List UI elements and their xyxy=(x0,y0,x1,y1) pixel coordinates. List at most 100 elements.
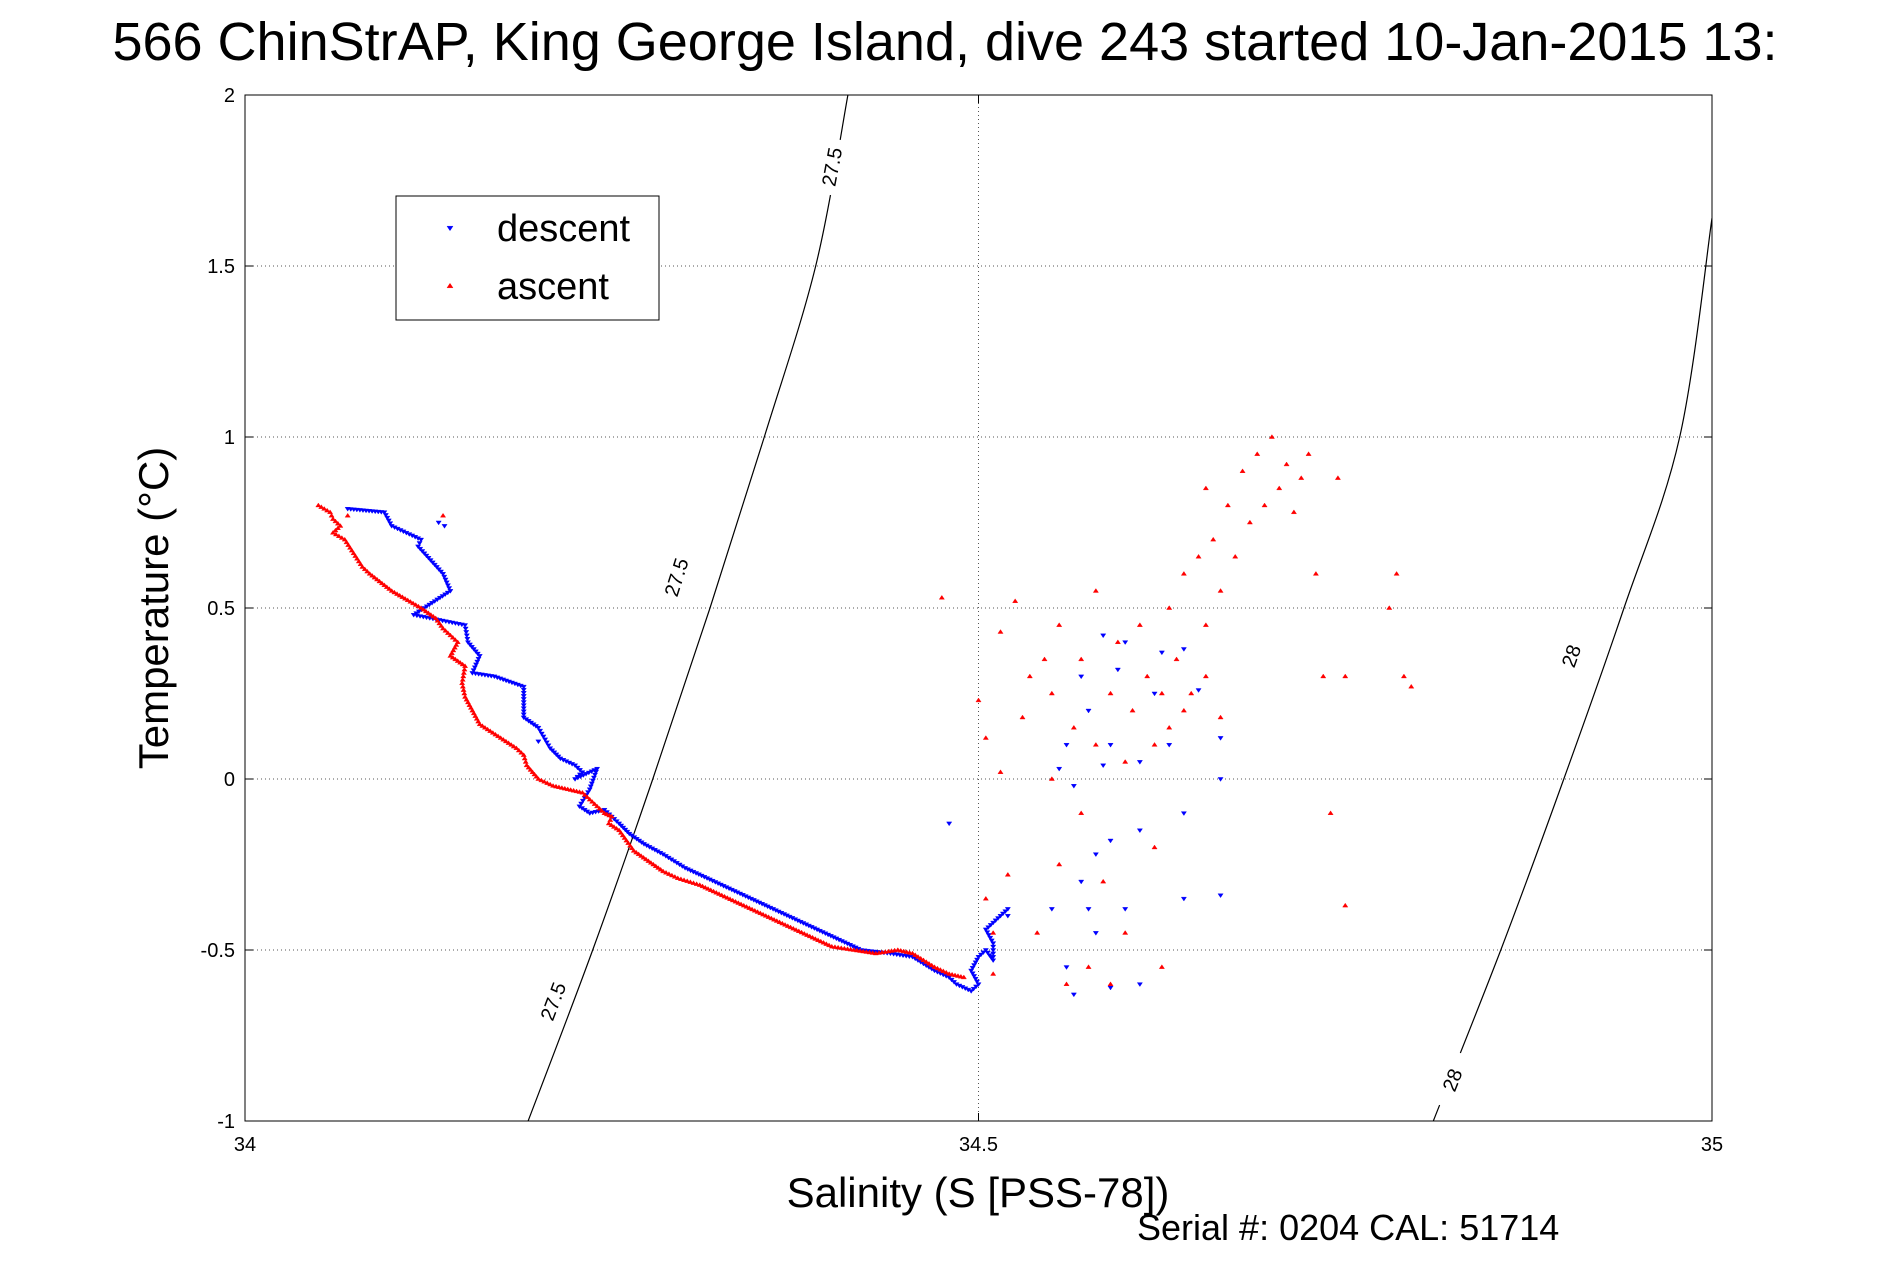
legend-marker-ascent xyxy=(446,282,454,288)
ascent-point xyxy=(934,965,941,971)
descent-point xyxy=(572,763,579,769)
ascent-point xyxy=(937,967,944,972)
ascent-point xyxy=(1217,714,1224,720)
ascent-point xyxy=(1136,622,1143,627)
descent-point xyxy=(576,768,583,773)
ascent-point xyxy=(442,628,449,633)
ascent-point xyxy=(647,860,654,865)
descent-point xyxy=(946,975,953,981)
ascent-point xyxy=(1129,707,1136,713)
ascent-point xyxy=(345,542,352,547)
y-tick-label: 2 xyxy=(224,85,235,107)
ascent-point xyxy=(508,742,515,747)
ascent-point xyxy=(729,897,736,903)
ascent-point xyxy=(798,929,805,935)
ascent-point xyxy=(628,845,635,851)
descent-point xyxy=(572,777,579,782)
ascent-point xyxy=(909,950,916,956)
chart-title: 566 ChinStrAP, King George Island, dive … xyxy=(112,12,1777,72)
ascent-point xyxy=(754,909,761,914)
ascent-point xyxy=(782,922,789,927)
descent-point xyxy=(1070,784,1077,789)
ascent-point xyxy=(364,568,371,574)
ascent-point xyxy=(1232,553,1239,559)
legend-label-descent: descent xyxy=(497,208,631,250)
ascent-point xyxy=(315,502,322,508)
descent-point xyxy=(475,656,482,662)
ascent-point xyxy=(1144,673,1151,679)
descent-point xyxy=(1217,777,1224,782)
tick-labels: 34 34.5 35 -1 -0.5 0 0.5 1 1.5 2 xyxy=(201,85,1724,1156)
ascent-point xyxy=(677,876,684,881)
descent-point xyxy=(535,739,542,745)
ascent-point xyxy=(815,937,822,942)
ascent-point xyxy=(591,801,598,806)
ascent-point xyxy=(826,942,833,948)
ascent-point xyxy=(449,654,456,660)
ascent-point xyxy=(594,803,601,809)
ascent-point xyxy=(1312,571,1319,576)
ascent-point xyxy=(668,872,675,878)
ascent-point xyxy=(645,858,652,863)
ascent-point xyxy=(341,536,348,542)
ascent-point xyxy=(344,512,351,518)
ascent-point xyxy=(608,813,615,819)
series-ascent xyxy=(315,434,1415,986)
ascent-point xyxy=(535,776,542,781)
ascent-point xyxy=(418,605,425,610)
ascent-point xyxy=(1327,810,1334,815)
ascent-point xyxy=(1078,810,1085,815)
descent-point xyxy=(578,801,585,807)
ascent-point xyxy=(812,936,819,941)
ascent-point xyxy=(773,918,780,923)
descent-point xyxy=(1195,688,1202,693)
descent-point xyxy=(520,694,527,699)
ascent-point xyxy=(354,556,361,561)
descent-point xyxy=(415,544,422,550)
ascent-point xyxy=(422,608,429,614)
ascent-point xyxy=(500,736,507,742)
ascent-point xyxy=(352,553,359,558)
ascent-point xyxy=(608,822,615,827)
ascent-point xyxy=(348,547,355,553)
ascent-point xyxy=(1195,553,1202,559)
descent-point xyxy=(590,775,597,781)
contour-label-bg xyxy=(530,970,577,1033)
descent-point xyxy=(579,798,586,804)
ascent-point xyxy=(1070,724,1077,730)
ascent-point xyxy=(982,895,989,901)
ascent-point xyxy=(440,512,447,518)
descent-point xyxy=(1078,879,1085,885)
ascent-point xyxy=(481,724,488,730)
ascent-point xyxy=(917,955,924,961)
ascent-point xyxy=(776,919,783,924)
descent-point xyxy=(520,687,527,693)
ascent-point xyxy=(1400,673,1407,679)
descent-point xyxy=(585,770,592,776)
ascent-point xyxy=(518,750,525,755)
ascent-point xyxy=(459,677,466,682)
descent-point xyxy=(1002,909,1009,914)
ascent-point xyxy=(457,660,464,665)
ascent-point xyxy=(460,670,467,675)
descent-point xyxy=(431,562,438,568)
descent-point xyxy=(470,668,477,673)
descent-point xyxy=(520,703,527,708)
ascent-point xyxy=(1276,485,1283,491)
descent-point xyxy=(583,772,590,777)
descent-point xyxy=(1180,647,1187,652)
ascent-point xyxy=(1305,451,1312,456)
ascent-point xyxy=(355,558,362,564)
descent-point xyxy=(948,977,955,983)
descent-point xyxy=(1100,633,1107,639)
descent-point xyxy=(987,923,994,928)
descent-point xyxy=(464,637,471,642)
ascent-point xyxy=(432,615,439,621)
contour-line-27.5 xyxy=(527,95,849,1121)
descent-point xyxy=(441,574,448,580)
legend: descent ascent xyxy=(395,195,660,321)
descent-point xyxy=(588,781,595,787)
ascent-point xyxy=(332,527,339,533)
ascent-point xyxy=(997,769,1004,774)
